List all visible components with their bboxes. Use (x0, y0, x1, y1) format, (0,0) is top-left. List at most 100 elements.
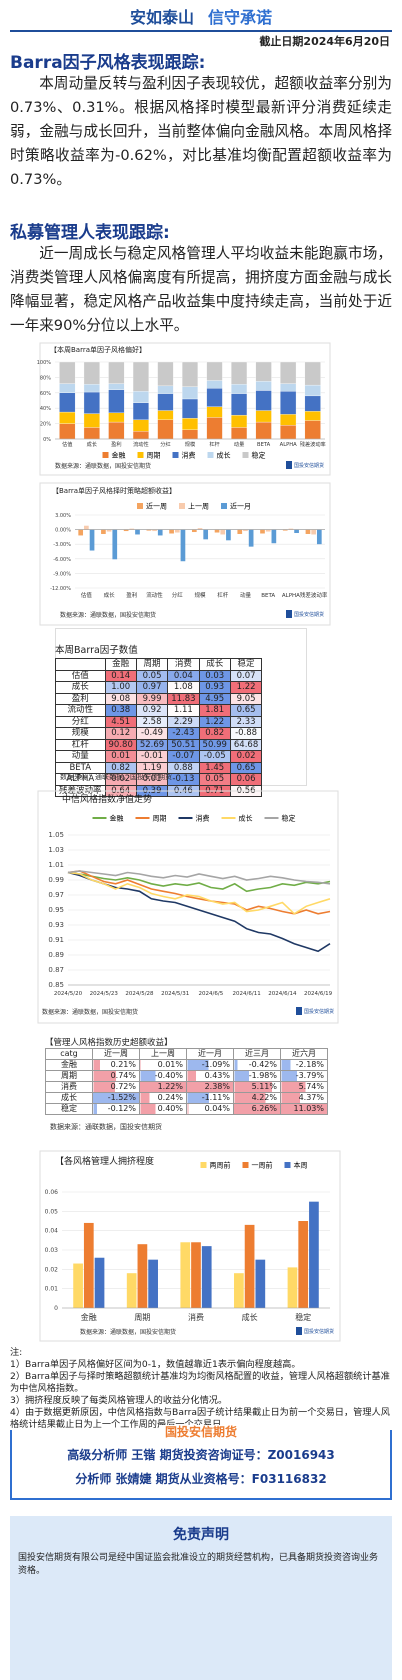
bar (316, 529, 322, 545)
cell: 1.22% (139, 1081, 187, 1093)
row-label: 成长 (55, 681, 106, 694)
bar-segment (59, 383, 76, 393)
legend: 金融 周期 消费 成长 稳定 (92, 814, 296, 823)
cell: 64.68 (229, 738, 263, 751)
row-label: 分红 (55, 715, 106, 728)
manager-table: catg 近一周 上一周 近一月 近三月 近六月 金融 0.21% 0.01% -1.09% -0.… (45, 1048, 328, 1115)
note: 4）由于数据更新原因，中信风格指数与Barra因子统计结果截止日为前一个交易日，… (10, 1407, 390, 1430)
bar (191, 1242, 201, 1308)
cell: 0.06 (229, 773, 263, 786)
y-tick-label: -3.00% (53, 542, 71, 548)
legend-swatch (172, 452, 179, 458)
contact-box (10, 1430, 392, 1500)
bar-segment (157, 361, 174, 387)
y-tick-label: -12.00% (50, 586, 71, 592)
cell: 1.11 (167, 704, 200, 717)
header-cell: 周期 (135, 658, 169, 671)
row-label: 成长 (45, 1092, 93, 1104)
bar-segment (59, 411, 76, 424)
cell: 0.74% (92, 1070, 140, 1082)
bar-segment (231, 393, 248, 416)
cell: 0.05 (198, 773, 231, 786)
row: 盈利 9.08 9.99 11.83 4.95 9.05 (55, 692, 263, 705)
logo-icon (286, 610, 292, 618)
y-tick-label: 3.00% (55, 513, 71, 519)
x-tick-label: 稳定 (295, 1312, 311, 1322)
x-tick-label: 2024/6/5 (199, 991, 224, 997)
x-tick-label: 规模 (194, 591, 206, 599)
row: 消费 0.72% 1.22% 2.38% 5.11% 5.74% (45, 1081, 328, 1093)
cell: -1.11% (186, 1092, 234, 1104)
cell: 0.03 (198, 669, 231, 682)
bar (157, 529, 163, 536)
row: 稳定 -0.12% 0.40% 0.04% 6.26% 11.03% (45, 1103, 328, 1115)
bar (294, 529, 299, 534)
bar-segment (304, 395, 321, 412)
bar (191, 529, 197, 533)
x-tick-label: 残差波动率 (300, 591, 328, 599)
bar (244, 1224, 255, 1308)
bar-segment (83, 361, 100, 385)
cell: 9.05 (229, 692, 263, 705)
date: 截止日期2024年6月20日 (259, 35, 390, 48)
source: 数据来源：通联数据，国投安信期货 (42, 1008, 138, 1016)
y-tick-label: 0.87 (48, 966, 64, 974)
cell: 11.03% (280, 1103, 328, 1115)
org: 国投安信期货 (158, 1425, 243, 1439)
y-tick-label: -9.00% (53, 571, 71, 577)
y-tick-label: 60% (40, 391, 51, 397)
bar-segment (206, 388, 223, 407)
cell: 0.07 (229, 669, 263, 682)
bar-segment (280, 424, 297, 440)
legend-swatch (284, 1162, 291, 1168)
bar (298, 1221, 309, 1308)
row: 分红 4.51 2.58 2.29 1.22 2.33 (55, 715, 263, 728)
cell: 5.11% (233, 1081, 281, 1093)
cell: 4.37% (280, 1092, 328, 1104)
cell: 11.83 (167, 692, 200, 705)
header-cell: 近六月 (280, 1048, 328, 1060)
cell: 0.88 (167, 761, 200, 774)
x-tick-label: 2024/6/19 (304, 991, 333, 997)
bar (83, 1222, 94, 1308)
paragraph: 本周动量反转与盈利因子表现较优，超额收益率分别为0.73%、0.31%。根据风格… (10, 75, 392, 188)
row-label: 消费 (45, 1081, 93, 1093)
bar-segment (157, 385, 174, 394)
y-tick-label: 0.03 (45, 1247, 59, 1254)
bar-segment (304, 411, 321, 421)
bar (237, 529, 243, 534)
legend-label: 本周 (294, 1161, 308, 1170)
header-cell: 消费 (167, 658, 200, 671)
bar (135, 529, 140, 535)
chart-title: 【本周Barra单因子风格偏好】 (50, 345, 146, 354)
row: 流动性 0.38 0.92 1.11 1.81 0.65 (55, 704, 263, 717)
bar-segment (83, 391, 100, 414)
x-tick-label: 估值 (62, 440, 72, 448)
x-tick-label: 杠杆 (209, 440, 219, 448)
x-tick-label: 2024/6/14 (268, 991, 297, 997)
x-tick-label: 成长 (87, 440, 98, 448)
cell: 0.72% (92, 1081, 140, 1093)
y-tick-label: 0.93 (48, 921, 64, 929)
x-tick-label: 动量 (240, 592, 252, 599)
bar-segment (157, 410, 174, 420)
bar-segment (206, 361, 223, 381)
legend-swatch (207, 452, 214, 458)
cell: -0.01 (135, 750, 169, 763)
row-label: 盈利 (55, 692, 106, 705)
row-label: 杠杆 (55, 738, 106, 751)
source: 数据来源：通联数据，国投安信期货 (80, 1328, 176, 1336)
cell: 4.51 (104, 715, 137, 728)
cell: -2.43 (167, 727, 200, 740)
cell: 0.14 (104, 669, 137, 682)
cell: -1.98% (233, 1070, 281, 1082)
row: 估值 0.14 0.05 0.04 0.03 0.07 (55, 669, 263, 682)
logo-icon (296, 1007, 302, 1015)
row-label: 估值 (55, 669, 106, 682)
legend: 金融 周期 消费 成长 稳定 (102, 451, 266, 460)
section-title: 私募管理人表现跟踪: (10, 223, 170, 243)
row: 金融 0.21% 0.01% -1.09% -0.42% -2.18% (45, 1059, 328, 1071)
cell: -1.52% (92, 1092, 140, 1104)
source: 数据来源：通联数据，国投安信期货 (60, 611, 156, 619)
